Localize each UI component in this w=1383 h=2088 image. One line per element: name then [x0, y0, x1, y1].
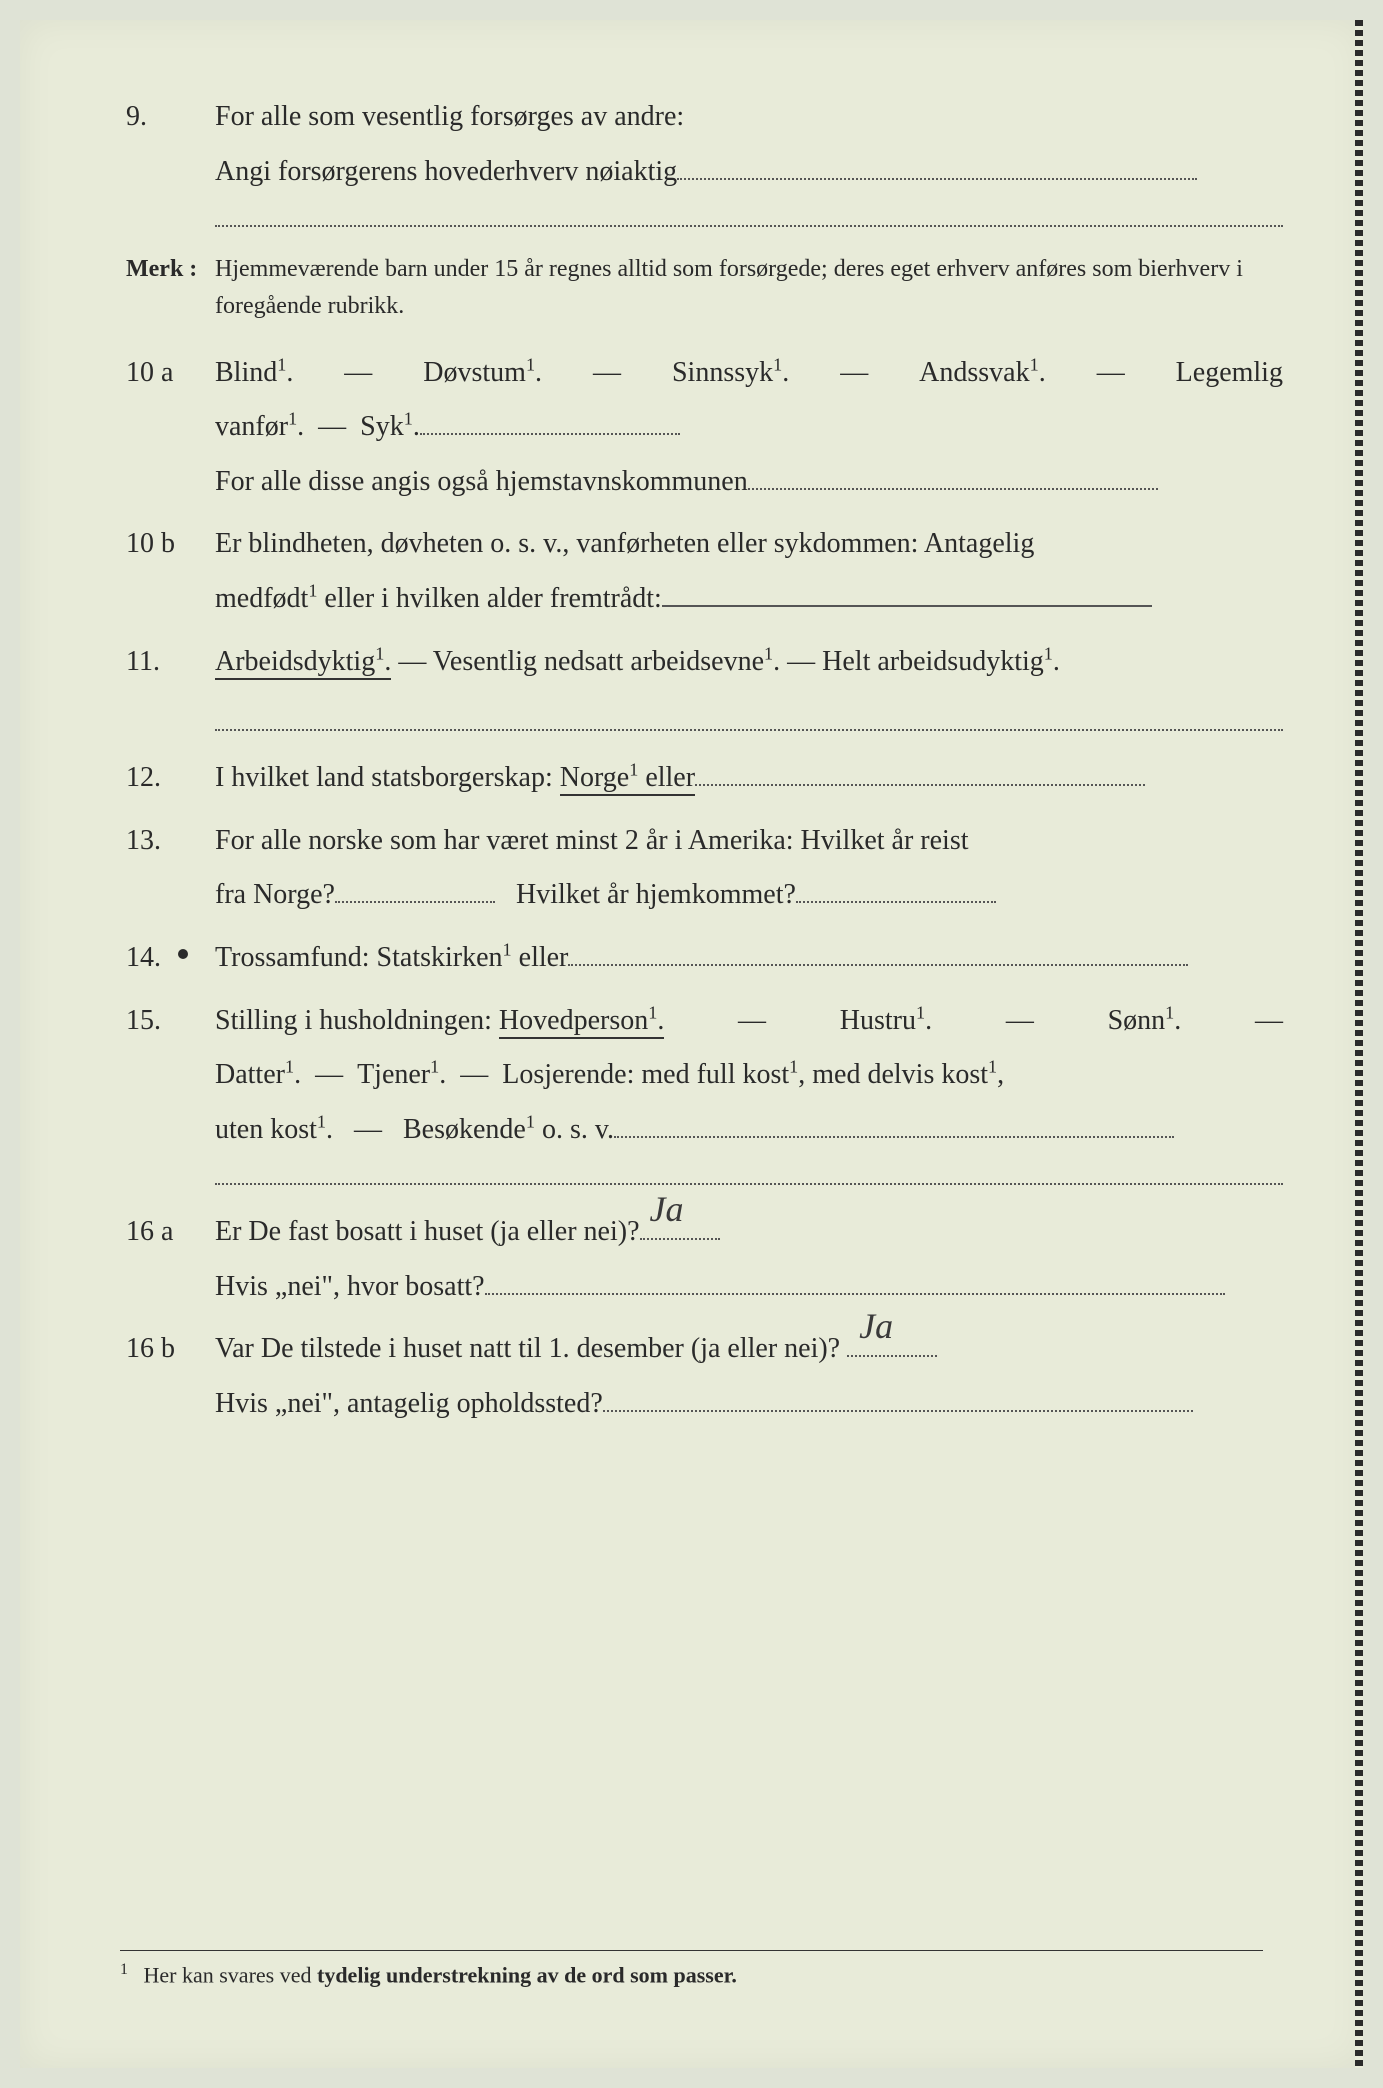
- q13-l2b: Hvilket år hjemkommet?: [516, 879, 796, 910]
- footnote: 1 Her kan svares ved tydelig understrekn…: [120, 1950, 1263, 1988]
- q10b-blank: [662, 576, 1152, 607]
- q15-body: Stilling i husholdningen: Hovedperson1. …: [215, 994, 1283, 1198]
- question-16b: 16 b Var De tilstede i huset natt til 1.…: [120, 1322, 1283, 1431]
- q15-l2d: , med delvis kost: [798, 1059, 988, 1090]
- q16a-answer-line: Ja: [640, 1209, 720, 1240]
- merk-note: Merk : Hjemmeværende barn under 15 år re…: [120, 251, 1283, 325]
- q15-blank1: [614, 1107, 1174, 1138]
- q9-number: 9.: [120, 90, 215, 239]
- question-12: 12. I hvilket land statsborgerskap: Norg…: [120, 751, 1283, 806]
- q12-blank: [695, 755, 1145, 786]
- q12-a: I hvilket land statsborgerskap:: [215, 762, 560, 793]
- q9-blank: [677, 149, 1197, 180]
- q16a-t: Er De fast bosatt i huset (ja eller nei)…: [215, 1216, 640, 1247]
- q15-l2a: Datter: [215, 1059, 285, 1090]
- q13-blank1: [335, 873, 495, 904]
- q15-a: Stilling i husholdningen:: [215, 1005, 499, 1036]
- q15-o1: Hovedperson: [499, 1005, 648, 1036]
- q10a-blank2: [748, 459, 1158, 490]
- q16b-t: Var De tilstede i huset natt til 1. dese…: [215, 1333, 840, 1364]
- bullet-marker: [178, 949, 188, 959]
- q10a-opt5: Legemlig: [1176, 357, 1283, 388]
- q16b-blank: [603, 1381, 1193, 1412]
- q16b-l2: Hvis „nei", antagelig opholdssted?: [215, 1388, 603, 1419]
- question-10a: 10 a Blind1. — Døvstum1. — Sinnssyk1. — …: [120, 346, 1283, 510]
- footnote-num: 1: [120, 1961, 128, 1978]
- q13-body: For alle norske som har været minst 2 år…: [215, 814, 1283, 923]
- q9-line2: Angi forsørgerens hovederhverv nøiaktig: [215, 156, 677, 187]
- q10a-blank1: [420, 404, 680, 435]
- q10a-body: Blind1. — Døvstum1. — Sinnssyk1. — Andss…: [215, 346, 1283, 510]
- q10b-t1: Er blindheten, døvheten o. s. v., vanfør…: [215, 528, 1034, 559]
- merk-label: Merk :: [120, 251, 215, 325]
- q16a-blank: [485, 1264, 1225, 1295]
- question-10b: 10 b Er blindheten, døvheten o. s. v., v…: [120, 517, 1283, 626]
- q11-opt1: Arbeidsdyktig: [215, 646, 375, 677]
- q12-opt: Norge: [560, 762, 629, 793]
- q10a-opt4: Andssvak: [919, 357, 1029, 388]
- footnote-b: tydelig understrekning av de ord som pas…: [317, 1962, 737, 1987]
- question-13: 13. For alle norske som har været minst …: [120, 814, 1283, 923]
- q16b-answer: Ja: [853, 1291, 899, 1361]
- q10a-l2b: Syk: [360, 411, 404, 442]
- q15-r1a: Hustru: [840, 1005, 916, 1036]
- q9-line1: For alle som vesentlig forsørges av andr…: [215, 101, 684, 132]
- question-14: 14. Trossamfund: Statskirken1 eller: [120, 931, 1283, 986]
- q13-blank2: [796, 873, 996, 904]
- question-16a: 16 a Er De fast bosatt i huset (ja eller…: [120, 1205, 1283, 1314]
- q11-mid: — Vesentlig nedsatt arbeidsevne: [391, 646, 764, 677]
- q16b-answer-line: Ja: [847, 1327, 937, 1358]
- q10a-opt2: Døvstum: [423, 357, 526, 388]
- q12-b: eller: [638, 762, 695, 793]
- q10a-opt1: Blind: [215, 357, 277, 388]
- q16a-answer: Ja: [644, 1174, 690, 1244]
- q15-l3c: o. s. v.: [535, 1114, 614, 1145]
- q10b-t2b: eller i hvilken alder fremtrådt:: [317, 583, 661, 614]
- q15-r1b: Sønn: [1108, 1005, 1166, 1036]
- question-11: 11. Arbeidsdyktig1. — Vesentlig nedsatt …: [120, 635, 1283, 744]
- footnote-a: Her kan svares ved: [144, 1962, 318, 1987]
- q16a-body: Er De fast bosatt i huset (ja eller nei)…: [215, 1205, 1283, 1314]
- q14-a: Trossamfund: Statskirken: [215, 942, 503, 973]
- document-page: 9. For alle som vesentlig forsørges av a…: [20, 20, 1363, 2068]
- q11-body: Arbeidsdyktig1. — Vesentlig nedsatt arbe…: [215, 635, 1283, 744]
- q11-number: 11.: [120, 635, 215, 744]
- q9-blank-full: [215, 225, 1283, 227]
- q14-blank: [568, 935, 1188, 966]
- q16a-l2: Hvis „nei", hvor bosatt?: [215, 1271, 485, 1302]
- q10b-t2a: medfødt: [215, 583, 308, 614]
- q15-l2c: Losjerende: med full kost: [502, 1059, 789, 1090]
- q14-number: 14.: [120, 931, 215, 986]
- q13-l1: For alle norske som har været minst 2 år…: [215, 825, 969, 856]
- q15-number: 15.: [120, 994, 215, 1198]
- q11-o3: . — Helt arbeidsudyktig: [773, 646, 1044, 677]
- q10b-number: 10 b: [120, 517, 215, 626]
- q11-blank: [215, 729, 1283, 731]
- q12-body: I hvilket land statsborgerskap: Norge1 e…: [215, 751, 1283, 806]
- q10a-l2a: vanfør: [215, 411, 288, 442]
- q14-body: Trossamfund: Statskirken1 eller: [215, 931, 1283, 986]
- q10b-body: Er blindheten, døvheten o. s. v., vanfør…: [215, 517, 1283, 626]
- q16b-body: Var De tilstede i huset natt til 1. dese…: [215, 1322, 1283, 1431]
- q16a-number: 16 a: [120, 1205, 215, 1314]
- question-9: 9. For alle som vesentlig forsørges av a…: [120, 90, 1283, 239]
- q13-l2a: fra Norge?: [215, 879, 335, 910]
- q10a-opt3: Sinnssyk: [672, 357, 773, 388]
- q15-l3b: Besøkende: [403, 1114, 526, 1145]
- q15-blank2: [215, 1183, 1283, 1185]
- q9-body: For alle som vesentlig forsørges av andr…: [215, 90, 1283, 239]
- q16b-number: 16 b: [120, 1322, 215, 1431]
- question-15: 15. Stilling i husholdningen: Hovedperso…: [120, 994, 1283, 1198]
- q10a-l3: For alle disse angis også hjemstavnskomm…: [215, 466, 748, 497]
- q12-number: 12.: [120, 751, 215, 806]
- q15-l3a: uten kost: [215, 1114, 317, 1145]
- q13-number: 13.: [120, 814, 215, 923]
- q14-b: eller: [512, 942, 569, 973]
- merk-text: Hjemmeværende barn under 15 år regnes al…: [215, 251, 1283, 325]
- q10a-number: 10 a: [120, 346, 215, 510]
- q15-l2b: Tjener: [357, 1059, 430, 1090]
